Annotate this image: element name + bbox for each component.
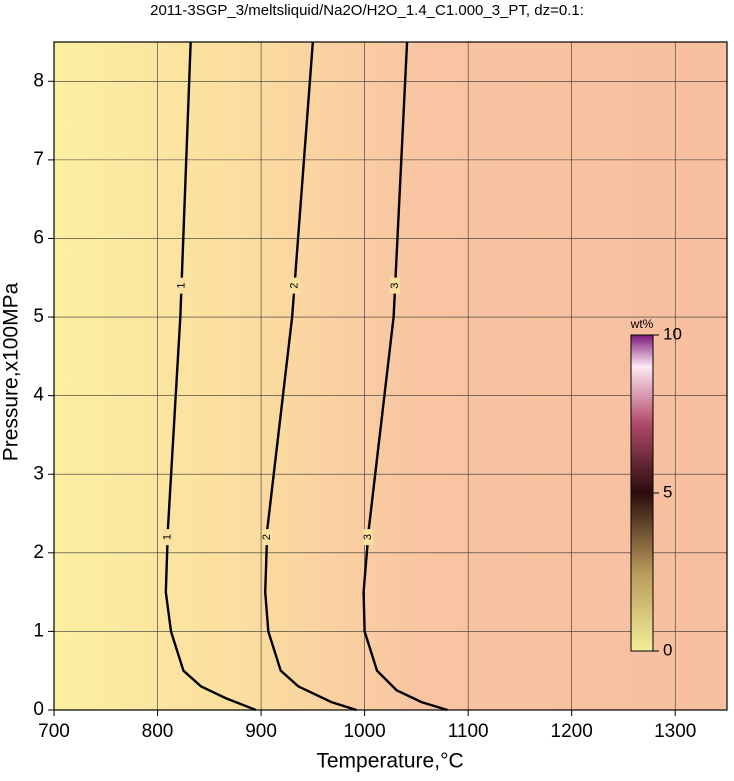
plot-background — [54, 42, 727, 710]
y-tick-label: 3 — [33, 463, 44, 484]
y-tick-label: 6 — [33, 227, 44, 248]
contour-label-bg — [289, 277, 300, 294]
chart-title: 2011-3SGP_3/meltsliquid/Na2O/H2O_1.4_C1.… — [150, 2, 584, 19]
x-tick-label: 1300 — [654, 721, 696, 742]
y-tick-label: 4 — [33, 385, 44, 406]
contour-label-bg — [390, 277, 401, 294]
colorbar-label: wt% — [630, 317, 654, 331]
contour-label-bg — [262, 529, 273, 546]
y-tick-label: 0 — [33, 699, 44, 720]
x-tick-label: 1100 — [448, 721, 489, 742]
contour-label-bg — [363, 529, 374, 546]
x-tick-label: 900 — [245, 721, 277, 742]
colorbar-tick-label: 10 — [663, 324, 682, 343]
x-axis-label: Temperature,°C — [316, 750, 463, 773]
contour-label-bg — [162, 529, 173, 546]
colorbar — [630, 334, 654, 652]
contour-label: 2 — [261, 534, 273, 540]
plot-frame — [53, 41, 728, 711]
contour-line — [362, 41, 448, 712]
colorbar-tick-label: 5 — [663, 482, 672, 501]
y-tick-label: 7 — [33, 149, 44, 170]
y-tick-label: 5 — [33, 306, 44, 327]
contour-label: 3 — [389, 283, 401, 289]
x-tick-label: 700 — [38, 721, 70, 742]
contour-label: 3 — [362, 534, 374, 540]
x-tick-label: 1000 — [343, 721, 385, 742]
contour-label: 2 — [288, 283, 300, 289]
x-tick-label: 1200 — [551, 721, 593, 742]
x-tick-label: 800 — [142, 721, 174, 742]
y-tick-label: 1 — [33, 620, 44, 641]
contour-label-bg — [176, 277, 187, 294]
y-axis-label: Pressure,x100MPa — [0, 282, 23, 461]
y-tick-label: 2 — [33, 542, 44, 563]
contour-line — [164, 41, 257, 712]
colorbar-tick-label: 0 — [663, 640, 672, 659]
contour-label: 1 — [162, 534, 174, 540]
y-tick-label: 8 — [33, 70, 44, 91]
contour-line — [264, 41, 357, 712]
contour-label: 1 — [175, 283, 187, 289]
